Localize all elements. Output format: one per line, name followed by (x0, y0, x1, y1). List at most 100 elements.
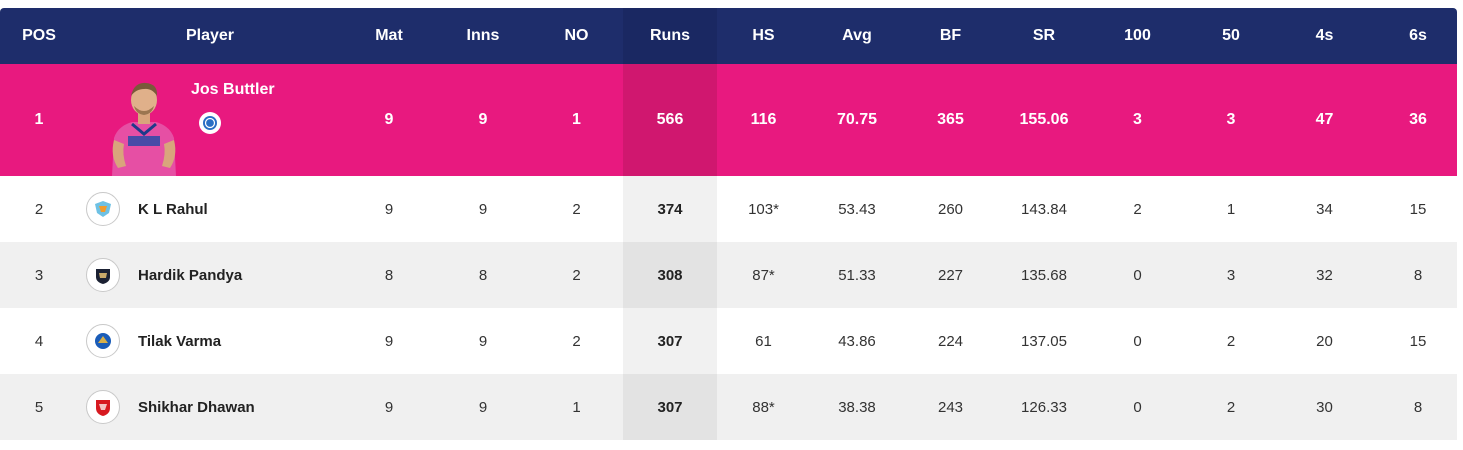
row-50: 2 (1226, 398, 1236, 416)
col-header-inns[interactable]: Inns (466, 27, 500, 44)
row-player-name[interactable]: Hardik Pandya (138, 266, 243, 284)
row-avg: 53.43 (838, 200, 876, 218)
leader-inns: 9 (478, 111, 488, 128)
col-header-sr[interactable]: SR (1032, 27, 1056, 44)
leader-player-cell[interactable]: Jos Buttler (78, 64, 342, 176)
row-player-name[interactable]: Tilak Varma (138, 332, 222, 350)
row-player-cell[interactable]: K L Rahul (78, 176, 342, 242)
col-header-bf[interactable]: BF (939, 27, 962, 44)
row-bf: 224 (937, 332, 964, 350)
col-header-no[interactable]: NO (564, 27, 589, 44)
row-mat: 9 (384, 398, 394, 416)
row-sr: 137.05 (1021, 332, 1067, 350)
row-pos: 5 (34, 398, 44, 416)
row-no: 2 (572, 332, 581, 350)
leader-mat: 9 (384, 111, 394, 128)
row-100: 0 (1133, 398, 1142, 416)
col-header-pos[interactable]: POS (22, 27, 56, 44)
row-6s: 8 (1413, 266, 1423, 284)
leader-player-name[interactable]: Jos Buttler (191, 81, 275, 98)
col-header-hs[interactable]: HS (752, 27, 775, 44)
leader-6s: 36 (1409, 111, 1427, 128)
leader-row[interactable]: 1 Jos Buttler (0, 64, 1457, 176)
row-50: 1 (1226, 200, 1236, 218)
row-100: 0 (1133, 332, 1142, 350)
table-row[interactable]: 4 Tilak Varma 9 9 2 307 61 43.86 224 137… (0, 308, 1457, 374)
row-runs: 307 (623, 374, 717, 440)
row-player-cell[interactable]: Tilak Varma (78, 308, 342, 374)
row-pos: 3 (34, 266, 44, 284)
gt-logo-icon (86, 258, 120, 292)
col-header-player[interactable]: Player (185, 27, 235, 44)
row-pos: 4 (34, 332, 44, 350)
row-avg: 38.38 (838, 398, 876, 416)
row-no: 2 (572, 200, 581, 218)
row-6s: 15 (1409, 200, 1427, 218)
row-6s: 8 (1413, 398, 1423, 416)
row-avg: 51.33 (838, 266, 876, 284)
row-50: 3 (1226, 266, 1236, 284)
row-mat: 8 (384, 266, 394, 284)
leader-4s: 47 (1315, 111, 1334, 128)
row-inns: 8 (478, 266, 488, 284)
row-bf: 227 (937, 266, 964, 284)
row-sr: 135.68 (1021, 266, 1067, 284)
row-100: 2 (1133, 200, 1142, 218)
row-player-cell[interactable]: Shikhar Dhawan (78, 374, 342, 440)
leader-no: 1 (572, 111, 581, 128)
row-50: 2 (1226, 332, 1236, 350)
row-4s: 32 (1316, 266, 1333, 284)
col-header-6s[interactable]: 6s (1409, 27, 1427, 44)
table-header: POS Player Mat Inns NO Runs HS Avg BF SR… (0, 8, 1457, 64)
row-4s: 20 (1316, 332, 1333, 350)
row-mat: 9 (384, 332, 394, 350)
row-player-cell[interactable]: Hardik Pandya (78, 242, 342, 308)
row-player-name[interactable]: Shikhar Dhawan (138, 398, 255, 416)
row-bf: 260 (937, 200, 964, 218)
row-no: 1 (572, 398, 581, 416)
table-row[interactable]: 3 Hardik Pandya 8 8 2 308 87* 51.33 227 … (0, 242, 1457, 308)
row-inns: 9 (478, 332, 488, 350)
col-header-mat[interactable]: Mat (375, 27, 403, 44)
col-header-4s[interactable]: 4s (1315, 27, 1334, 44)
row-100: 0 (1133, 266, 1142, 284)
row-runs: 307 (623, 308, 717, 374)
row-runs: 374 (623, 176, 717, 242)
rr-badge-icon (199, 112, 221, 134)
col-header-runs[interactable]: Runs (623, 8, 717, 64)
leader-sr: 155.06 (1019, 111, 1069, 128)
table-row[interactable]: 2 K L Rahul 9 9 2 374 103* 53.43 260 143… (0, 176, 1457, 242)
row-bf: 243 (937, 398, 964, 416)
table-row[interactable]: 5 Shikhar Dhawan 9 9 1 307 88* 38.38 243… (0, 374, 1457, 440)
row-avg: 43.86 (838, 332, 876, 350)
row-hs: 103* (748, 200, 779, 218)
leader-runs: 566 (623, 64, 717, 176)
lsg-logo-icon (86, 192, 120, 226)
pbks-logo-icon (86, 390, 120, 424)
row-6s: 15 (1409, 332, 1427, 350)
row-hs: 88* (752, 398, 775, 416)
row-hs: 61 (755, 332, 772, 350)
mi-logo-icon (86, 324, 120, 358)
leader-100: 3 (1133, 111, 1142, 128)
col-header-50[interactable]: 50 (1222, 27, 1240, 44)
row-player-name[interactable]: K L Rahul (138, 200, 208, 218)
row-runs: 308 (623, 242, 717, 308)
row-mat: 9 (384, 200, 394, 218)
row-pos: 2 (34, 200, 44, 218)
row-inns: 9 (478, 398, 488, 416)
row-sr: 126.33 (1021, 398, 1067, 416)
row-sr: 143.84 (1021, 200, 1067, 218)
col-header-100[interactable]: 100 (1124, 27, 1151, 44)
row-inns: 9 (478, 200, 488, 218)
player-portrait-icon (112, 82, 176, 176)
row-no: 2 (572, 266, 581, 284)
leader-50: 3 (1226, 111, 1236, 128)
leader-hs: 116 (750, 111, 777, 128)
row-hs: 87* (752, 266, 775, 284)
leader-bf: 365 (937, 111, 964, 128)
leader-avg: 70.75 (836, 111, 878, 128)
col-header-avg[interactable]: Avg (842, 27, 872, 44)
leader-pos: 1 (34, 111, 44, 128)
row-4s: 30 (1316, 398, 1333, 416)
